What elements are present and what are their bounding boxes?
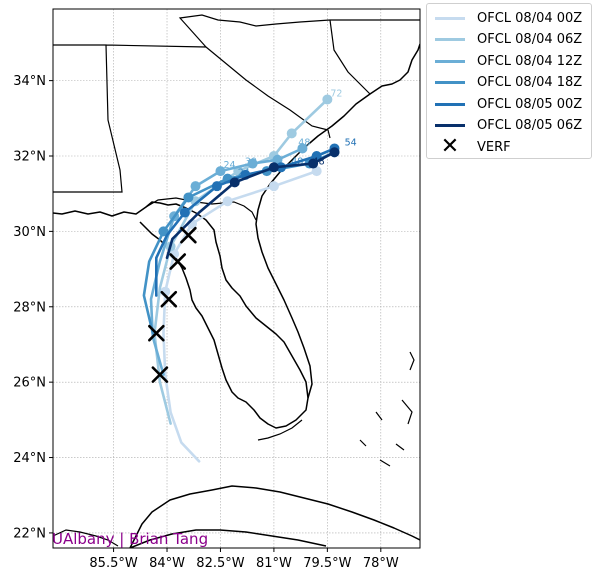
legend-label: OFCL 08/04 18Z — [477, 75, 583, 90]
track-point — [268, 181, 279, 192]
track-point — [183, 192, 194, 203]
track-0 — [160, 166, 322, 463]
y-tick-label: 22°N — [13, 526, 46, 541]
legend-item: OFCL 08/05 06Z — [435, 115, 582, 137]
coastline-florida-keys — [257, 419, 303, 441]
forecast-hour-label: 30 — [245, 156, 257, 167]
map-plot-area: 7224304824485448 — [53, 9, 420, 548]
credit-text: UAlbany | Brian Tang — [52, 530, 208, 548]
x-tick-label: 84°W — [149, 556, 185, 571]
forecast-tracks: 7224304824485448 — [142, 88, 357, 463]
x-tick-label: 85.5°W — [89, 556, 137, 571]
state-borders — [53, 14, 420, 221]
track-point — [211, 181, 222, 192]
y-tick-label: 26°N — [13, 376, 46, 391]
track-point — [308, 158, 319, 169]
legend-item: OFCL 08/05 00Z — [435, 93, 582, 115]
track-point — [311, 166, 322, 177]
track-point — [272, 154, 283, 165]
y-tick-label: 34°N — [13, 74, 46, 89]
coastline-cuba — [129, 485, 420, 548]
verf-marker — [151, 366, 169, 383]
track-point — [247, 158, 258, 169]
track-point — [190, 181, 201, 192]
y-tick-label: 30°N — [13, 225, 46, 240]
legend: OFCL 08/04 00Z OFCL 08/04 06Z OFCL 08/04 1… — [426, 3, 592, 159]
track-point — [222, 196, 233, 207]
track-line — [153, 98, 329, 425]
y-tick-label: 24°N — [13, 451, 46, 466]
plot-background — [53, 9, 420, 548]
x-tick-label: 82.5°W — [196, 556, 244, 571]
track-point — [179, 207, 190, 218]
plot-frame — [52, 8, 421, 549]
forecast-hour-label: 54 — [345, 137, 357, 148]
legend-item: OFCL 08/04 18Z — [435, 72, 582, 94]
legend-item: OFCL 08/04 12Z — [435, 50, 582, 72]
track-point — [311, 151, 322, 161]
legend-item: OFCL 08/04 00Z — [435, 7, 582, 29]
legend-label: OFCL 08/04 06Z — [477, 32, 583, 47]
verf-marker — [148, 324, 165, 342]
legend-item-verf: ✕ VERF — [435, 136, 511, 158]
track-point — [215, 166, 226, 177]
y-axis-ticks: 22°N 24°N 26°N 28°N 30°N 32°N 34°N — [13, 74, 53, 541]
verf-marker — [169, 253, 187, 270]
legend-label: OFCL 08/04 00Z — [477, 10, 583, 26]
legend-label: VERF — [477, 139, 511, 155]
track-point — [329, 147, 340, 158]
legend-label: OFCL 08/04 12Z — [477, 53, 583, 69]
track-point — [297, 143, 308, 154]
track-point — [158, 226, 169, 237]
track-point — [229, 177, 240, 188]
legend-label: OFCL 08/05 06Z — [477, 118, 583, 133]
coastline-southeast-us — [53, 201, 309, 429]
legend-swatch — [435, 59, 465, 63]
legend-swatch — [435, 124, 465, 127]
legend-swatch — [435, 38, 465, 41]
x-tick-label: 81°W — [256, 556, 292, 571]
gridlines — [53, 9, 420, 548]
track-point — [286, 128, 297, 139]
y-tick-label: 32°N — [13, 150, 46, 165]
legend-label: OFCL 08/05 00Z — [477, 96, 583, 112]
forecast-hour-label: 48 — [313, 156, 325, 167]
forecast-hour-label: 72 — [330, 88, 342, 99]
track-point — [322, 94, 333, 105]
verf-marker — [180, 226, 197, 244]
x-tick-label: 79.5°W — [303, 556, 351, 571]
track-point — [268, 162, 279, 173]
y-tick-label: 28°N — [13, 300, 46, 315]
forecast-hour-label: 48 — [298, 137, 310, 148]
legend-swatch — [435, 81, 465, 84]
coastline-bahamas — [359, 351, 415, 467]
legend-verf-marker: ✕ — [440, 134, 460, 159]
track-5: 48 — [165, 147, 340, 260]
legend-swatch — [435, 16, 465, 20]
x-tick-label: 78°W — [363, 556, 399, 571]
verification-points — [148, 226, 197, 383]
x-axis-ticks: 85.5°W 84°W 82.5°W 81°W 79.5°W 78°W — [89, 548, 399, 571]
legend-item: OFCL 08/04 06Z — [435, 29, 582, 51]
legend-swatch — [435, 102, 465, 106]
coastline-yucatan — [53, 529, 119, 547]
coastline-florida-east — [255, 43, 420, 399]
verf-marker — [160, 290, 178, 308]
forecast-hour-label: 24 — [223, 160, 235, 171]
